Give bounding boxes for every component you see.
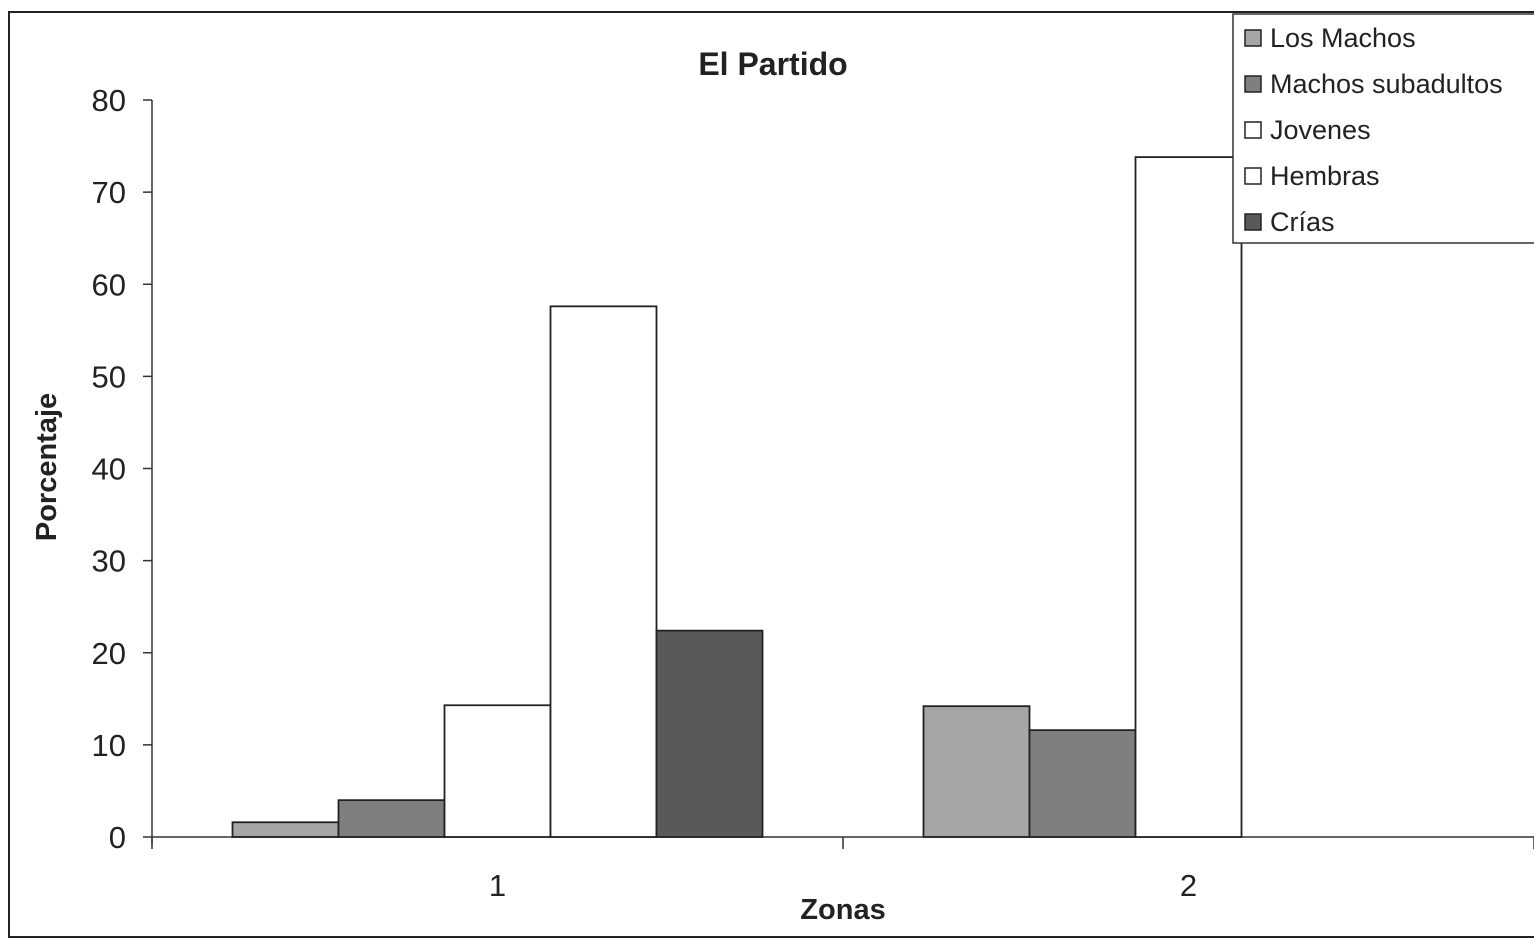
y-tick-label: 30 bbox=[92, 544, 126, 579]
bar bbox=[655, 629, 764, 838]
y-axis: 0 10 20 30 40 50 60 70 80 bbox=[92, 83, 153, 855]
legend-label: Hembras bbox=[1270, 161, 1380, 191]
legend-swatch bbox=[1244, 167, 1262, 185]
x-tick-label: 2 bbox=[1180, 868, 1197, 903]
y-axis-label: Porcentaje bbox=[31, 393, 63, 541]
y-tick-label: 60 bbox=[92, 267, 126, 302]
bar bbox=[443, 704, 552, 838]
bar bbox=[1028, 729, 1137, 838]
y-tick-label: 0 bbox=[109, 820, 126, 855]
y-tick-label: 50 bbox=[92, 359, 126, 394]
legend: Los Machos Machos subadultos Jovenes Hembra… bbox=[1232, 13, 1534, 244]
bar bbox=[549, 305, 658, 838]
bar bbox=[922, 705, 1031, 838]
legend-label: Los Machos bbox=[1270, 23, 1416, 53]
y-tick-label: 70 bbox=[92, 175, 126, 210]
bar bbox=[337, 799, 446, 838]
legend-swatch bbox=[1244, 121, 1262, 139]
x-axis-label: Zonas bbox=[800, 894, 885, 926]
legend-swatch bbox=[1244, 29, 1262, 47]
x-tick-label: 1 bbox=[489, 868, 506, 903]
legend-swatch bbox=[1244, 213, 1262, 231]
y-tick-label: 20 bbox=[92, 636, 126, 671]
y-tick-label: 80 bbox=[92, 83, 126, 118]
chart-title: El Partido bbox=[698, 46, 847, 82]
legend-box bbox=[1232, 13, 1534, 244]
legend-label: Crías bbox=[1270, 207, 1335, 237]
legend-label: Jovenes bbox=[1270, 115, 1371, 145]
y-tick-label: 40 bbox=[92, 452, 126, 487]
bar bbox=[1134, 156, 1243, 838]
bars-group bbox=[231, 156, 1243, 838]
legend-swatch bbox=[1244, 75, 1262, 93]
bar bbox=[231, 821, 340, 838]
y-tick-label: 10 bbox=[92, 728, 126, 763]
legend-label: Machos subadultos bbox=[1270, 69, 1503, 99]
